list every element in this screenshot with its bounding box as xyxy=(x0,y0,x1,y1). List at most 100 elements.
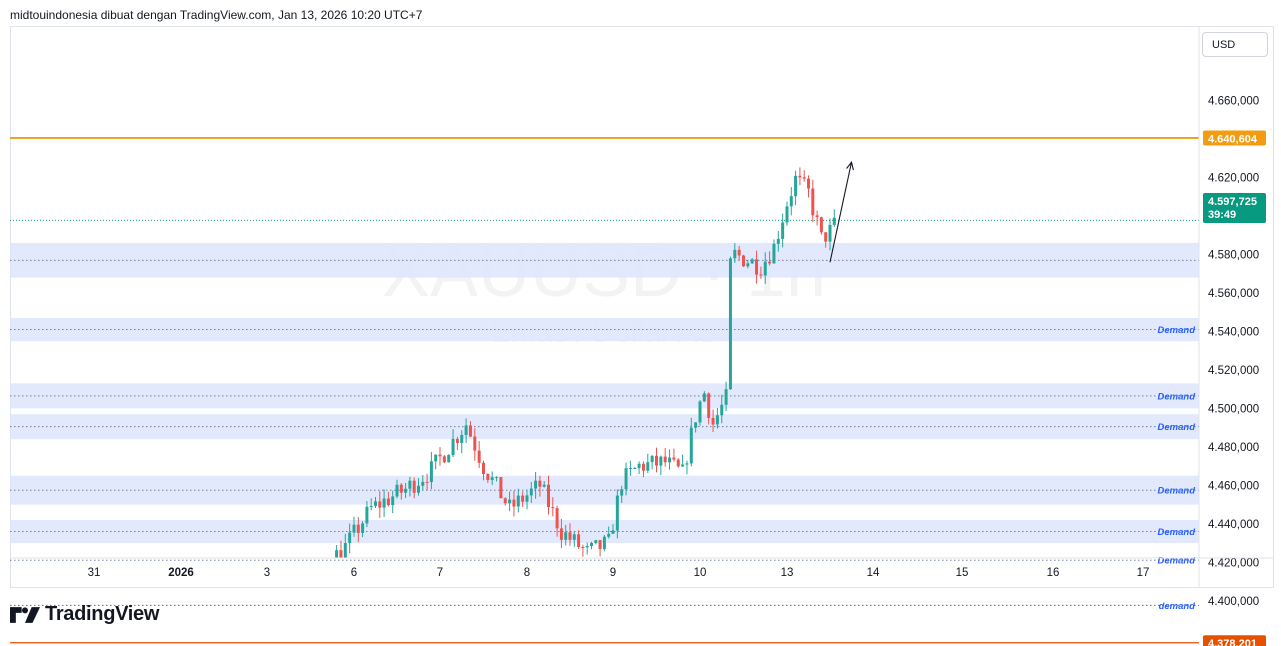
candle-body xyxy=(824,232,828,242)
candle-body xyxy=(598,540,602,550)
candle-body xyxy=(685,463,689,465)
candle-body xyxy=(785,206,789,223)
time-tick-label: 9 xyxy=(610,567,616,579)
candle-body xyxy=(611,530,615,534)
horizontal-lines xyxy=(10,137,1199,644)
candle-body xyxy=(759,274,763,276)
candle-body xyxy=(720,404,724,416)
candle-body xyxy=(477,450,481,463)
demand-zone-label: Demand xyxy=(1158,391,1196,402)
candle-body xyxy=(508,499,512,504)
candle-body xyxy=(798,175,802,178)
candle-body xyxy=(495,477,499,479)
candle-body xyxy=(473,436,477,451)
candle-body xyxy=(391,496,395,506)
price-tick-label: 4.540,000 xyxy=(1208,326,1259,338)
candle-body xyxy=(633,467,637,469)
candle-body xyxy=(564,532,568,540)
demand-zone xyxy=(10,242,1199,278)
candle-body xyxy=(429,461,433,483)
price-tick-label: 4.420,000 xyxy=(1208,557,1259,569)
candle-body xyxy=(464,425,468,435)
candle-body xyxy=(534,480,538,489)
candle-body xyxy=(776,238,780,244)
support-price-tag-bg xyxy=(1203,635,1266,646)
time-tick-label: 31 xyxy=(88,567,101,579)
price-tick-label: 4.400,000 xyxy=(1208,596,1259,608)
candle-body xyxy=(702,393,706,402)
support-price-tag: 4.378,201 xyxy=(1203,635,1266,646)
candle-body xyxy=(369,505,373,507)
candle-body xyxy=(733,249,737,259)
candle-body xyxy=(641,463,645,471)
time-axis[interactable]: 31 2026 3 6 7 8 9 10 13 14 15 16 17 xyxy=(10,557,1273,579)
candle-body xyxy=(460,434,464,443)
candle-body xyxy=(551,507,555,509)
candle-body xyxy=(542,484,546,487)
candle-body xyxy=(468,425,472,437)
candle-body xyxy=(525,495,529,502)
resistance-price-tag-text: 4.640,604 xyxy=(1208,133,1258,145)
candle-body xyxy=(724,389,728,405)
forecast-arrow-head xyxy=(846,160,854,171)
candle-body xyxy=(711,417,715,425)
demand-zone xyxy=(10,520,1199,544)
price-tick-label: 4.620,000 xyxy=(1208,173,1259,185)
candle-body xyxy=(815,215,819,218)
candle-body xyxy=(455,438,459,443)
candle-body xyxy=(352,524,356,533)
candle-body xyxy=(620,489,624,496)
candle-body xyxy=(655,455,658,466)
demand-zone-label: Demand xyxy=(1158,556,1196,567)
candle-body xyxy=(361,523,365,533)
candle-body xyxy=(572,534,576,540)
demand-zone xyxy=(10,414,1199,440)
candle-body xyxy=(568,532,572,540)
candle-body xyxy=(742,255,745,267)
candle-body xyxy=(676,459,680,467)
candle-body xyxy=(646,462,650,471)
price-tick-label: 4.480,000 xyxy=(1208,442,1259,454)
price-axis[interactable]: 4.400,000 4.420,000 4.440,000 4.460,000 4.48… xyxy=(1198,27,1259,608)
demand-zone xyxy=(10,318,1199,342)
currency-button[interactable]: USD xyxy=(1202,32,1268,57)
candle-body xyxy=(755,259,759,275)
candle-body xyxy=(356,524,360,533)
candle-body xyxy=(499,477,503,499)
candle-body xyxy=(421,481,425,486)
support-price-tag-text: 4.378,201 xyxy=(1208,638,1257,646)
time-tick-label: 13 xyxy=(781,567,794,579)
time-tick-label: 10 xyxy=(694,567,707,579)
candle-body xyxy=(763,261,767,276)
candle-body xyxy=(819,217,823,233)
candle-body xyxy=(512,499,516,507)
annotations xyxy=(829,160,854,263)
candle-body xyxy=(707,393,711,418)
tradingview-logo[interactable]: TradingView xyxy=(10,603,159,626)
candle-body xyxy=(659,456,663,466)
candle-body xyxy=(555,508,559,529)
candle-body xyxy=(521,495,525,502)
candle-body xyxy=(382,498,386,508)
price-tick-label: 4.460,000 xyxy=(1208,480,1259,492)
candle-body xyxy=(547,484,550,508)
candle-body xyxy=(378,501,382,508)
candle-body xyxy=(490,477,494,481)
candle-body xyxy=(728,258,732,390)
candle-body xyxy=(559,528,563,540)
time-tick-label: 2026 xyxy=(168,567,194,579)
candle-body xyxy=(577,534,581,548)
candle-body xyxy=(807,178,810,189)
demand-zone-label: Demand xyxy=(1158,486,1196,497)
candle-body xyxy=(768,261,772,264)
chart-frame[interactable] xyxy=(10,26,1274,588)
time-tick-label: 14 xyxy=(867,567,880,579)
candle-body xyxy=(689,427,693,464)
candle-body xyxy=(538,480,542,487)
candle-body xyxy=(590,542,593,547)
tradingview-logo-icon xyxy=(10,606,40,623)
last-price-tag-bg xyxy=(1203,193,1266,223)
resistance-price-tag: 4.640,604 xyxy=(1203,130,1266,146)
candle-body xyxy=(451,438,455,456)
